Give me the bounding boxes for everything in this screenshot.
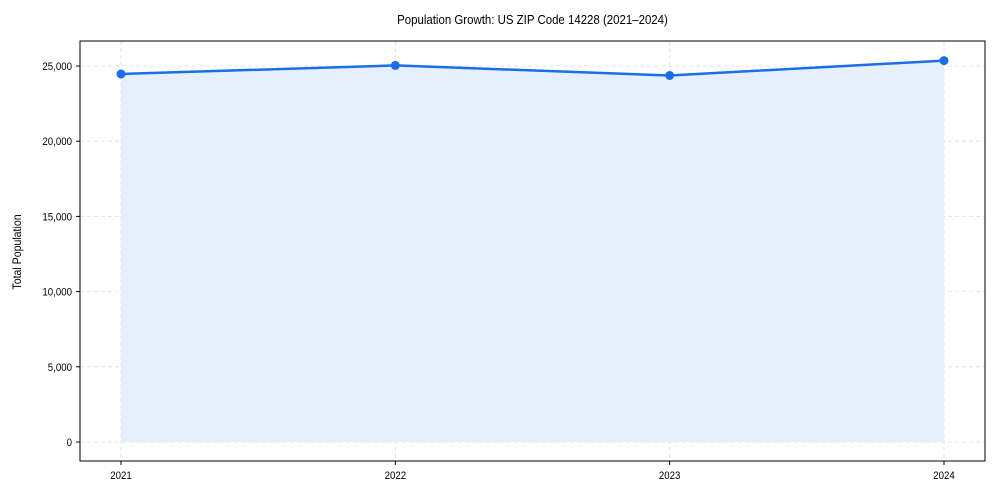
x-tick-label: 2021 — [110, 471, 132, 483]
x-tick-label: 2023 — [659, 471, 681, 483]
axes-frame — [79, 40, 986, 462]
y-tick-label: 0 — [67, 438, 73, 450]
x-tick-label: 2024 — [933, 471, 955, 483]
data-point — [390, 60, 400, 70]
data-point — [665, 70, 675, 80]
y-tick-label: 20,000 — [42, 137, 72, 149]
area-fill — [121, 60, 944, 442]
y-tick-label: 10,000 — [42, 287, 72, 299]
data-line — [120, 59, 945, 77]
data-point — [116, 69, 126, 79]
x-tick-label: 2022 — [385, 471, 407, 483]
y-tick-label: 25,000 — [42, 62, 72, 74]
y-tick-label: 15,000 — [42, 212, 72, 224]
chart-title: Population Growth: US ZIP Code 14228 (20… — [397, 12, 668, 27]
y-tick-label: 5,000 — [48, 362, 72, 374]
data-point — [939, 56, 949, 66]
